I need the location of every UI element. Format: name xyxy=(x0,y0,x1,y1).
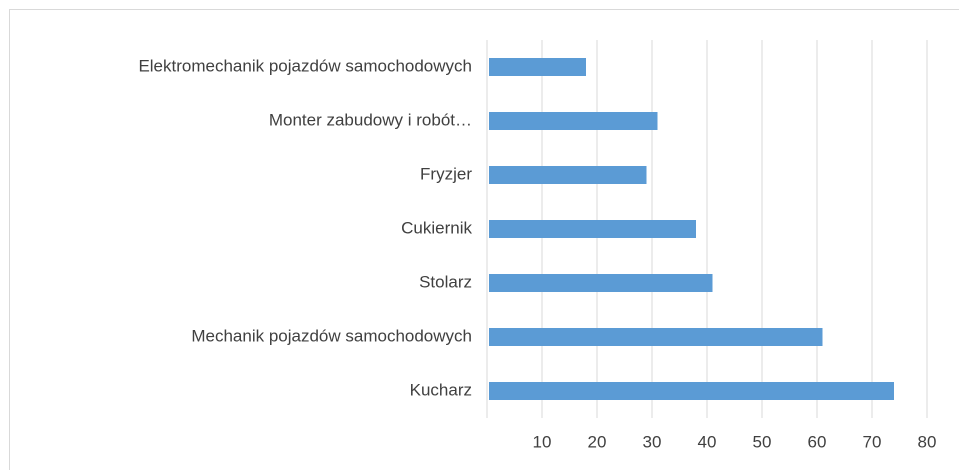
x-tick-label: 10 xyxy=(533,432,552,451)
chart-border xyxy=(9,9,959,470)
bar xyxy=(489,220,696,238)
bar xyxy=(489,328,823,346)
y-tick-label: Cukiernik xyxy=(401,218,472,237)
y-tick-label: Elektromechanik pojazdów samochodowych xyxy=(138,56,472,75)
bar xyxy=(489,166,647,184)
y-tick-label: Kucharz xyxy=(410,380,472,399)
x-tick-label: 40 xyxy=(698,432,717,451)
bar xyxy=(489,112,658,130)
y-tick-label: Stolarz xyxy=(419,272,472,291)
bar xyxy=(489,274,713,292)
x-tick-label: 50 xyxy=(753,432,772,451)
y-tick-label: Mechanik pojazdów samochodowych xyxy=(191,326,472,345)
x-tick-label: 20 xyxy=(588,432,607,451)
x-tick-label: 30 xyxy=(643,432,662,451)
bar xyxy=(489,58,586,76)
y-tick-label: Monter zabudowy i robót… xyxy=(269,110,472,129)
x-tick-label: 60 xyxy=(808,432,827,451)
bar xyxy=(489,382,894,400)
x-tick-label: 70 xyxy=(863,432,882,451)
y-tick-label: Fryzjer xyxy=(420,164,472,183)
x-tick-label: 80 xyxy=(918,432,937,451)
